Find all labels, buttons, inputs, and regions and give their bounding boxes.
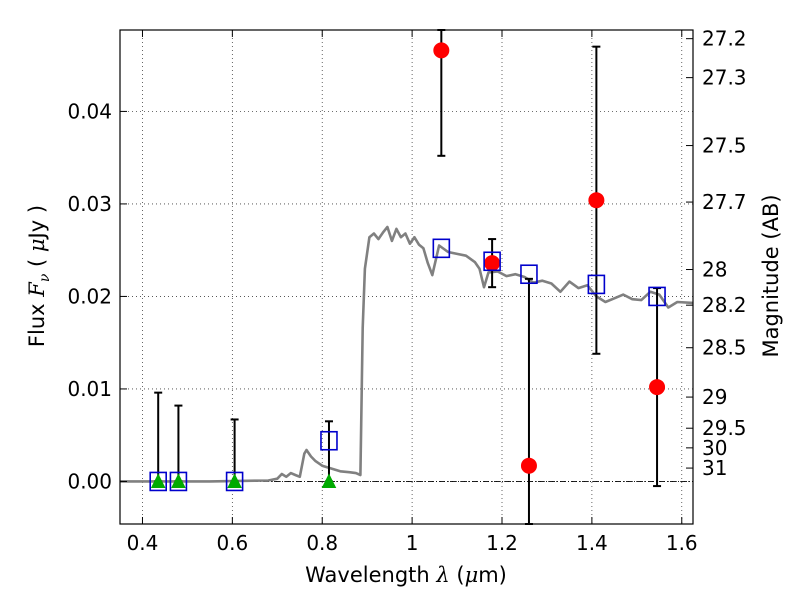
x-tick-label: 1.6: [666, 531, 698, 555]
upper-limits-point: [150, 473, 166, 488]
observed-point: [520, 457, 537, 474]
right-tick-label: 27.7: [702, 190, 747, 214]
observed-point: [484, 255, 501, 272]
y-tick-label: 0.03: [67, 192, 112, 216]
right-tick-label: 29.5: [702, 416, 747, 440]
observed-point: [588, 192, 605, 209]
error-bars: [154, 29, 662, 525]
right-tick-label: 30: [702, 436, 727, 460]
x-tick-label: 1: [406, 531, 419, 555]
template-sed-line: [120, 225, 694, 483]
model-photometry-point: [320, 430, 338, 451]
upper-limits-point: [227, 473, 242, 488]
observed-point: [649, 379, 666, 396]
model-photometry-point: [149, 471, 167, 492]
x-tick-label: 1.4: [576, 531, 608, 555]
y-tick-label: 0.01: [67, 377, 112, 401]
x-tick-label: 1.2: [486, 531, 518, 555]
axis-ticks: [120, 30, 693, 524]
right-tick-label: 27.3: [702, 66, 747, 90]
y-tick-labels: 0.00 0.01 0.02 0.03 0.04: [67, 99, 112, 493]
x-tick-label: 0.4: [127, 531, 159, 555]
right-tick-label: 27.5: [702, 134, 747, 158]
y-axis-title: Flux Fν ( μJy ): [25, 205, 53, 347]
right-axis-title: Magnitude (AB): [759, 194, 783, 357]
plot-frame: [119, 29, 694, 525]
model-photometry-point: [587, 274, 606, 295]
right-tick-label: 31: [702, 456, 727, 480]
y-tick-label: 0.04: [67, 99, 112, 123]
y-tick-label: 0.00: [67, 469, 112, 493]
right-tick-label: 27.2: [702, 27, 747, 51]
x-tick-labels: 0.4 0.6 0.8 1 1.2 1.4 1.6: [127, 531, 698, 555]
right-tick-label: 29: [702, 385, 727, 409]
observed-point: [433, 42, 450, 59]
model-photometry-point: [483, 251, 501, 272]
model-photometry-point: [225, 471, 244, 492]
model-photometry-point: [432, 238, 451, 259]
x-tick-label: 0.8: [306, 531, 338, 555]
model-photometry-point: [169, 471, 188, 492]
upper-limits-point: [321, 473, 337, 488]
x-axis-title: Wavelength λ (μm): [305, 563, 507, 587]
data-markers: [149, 42, 666, 492]
x-tick-label: 0.6: [216, 531, 248, 555]
right-tick-label: 28.2: [702, 293, 747, 317]
model-photometry-point: [520, 264, 538, 285]
right-tick-label: 28.5: [702, 336, 747, 360]
model-photometry-point: [648, 286, 666, 307]
upper-limits-point: [171, 473, 186, 488]
template-sed-path: [120, 225, 694, 483]
right-tick-label: 28: [702, 258, 727, 282]
y-tick-label: 0.02: [67, 284, 112, 308]
grid-lines: [120, 30, 693, 524]
